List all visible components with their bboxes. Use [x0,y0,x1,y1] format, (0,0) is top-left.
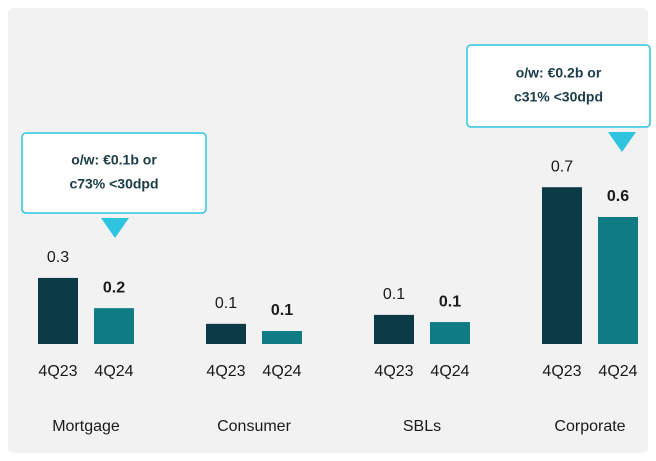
annotation: c31% <30dpd [514,89,603,105]
value-label: 0.3 [47,249,69,266]
bar [38,277,78,344]
value-label: 0.6 [607,188,629,205]
x-tick-label: 4Q24 [598,363,637,380]
x-tick-label: 4Q24 [262,363,301,380]
callout-box [21,132,207,214]
x-tick-label: 4Q23 [374,363,413,380]
bar [206,323,246,344]
bar [598,216,638,344]
annotation: o/w: €0.1b or [71,152,157,168]
value-label: 0.1 [439,293,461,310]
value-label: 0.7 [551,158,573,175]
value-label: 0.1 [383,286,405,303]
bar [374,314,414,344]
callout-box [466,44,651,128]
category-label: Corporate [554,418,625,435]
value-label: 0.2 [103,279,125,296]
value-label: 0.1 [215,295,237,312]
callout-arrow [608,132,636,152]
category-label: SBLs [403,418,441,435]
value-label: 0.1 [271,302,293,319]
annotation: c73% <30dpd [69,176,158,192]
x-tick-label: 4Q24 [430,363,469,380]
x-tick-label: 4Q23 [38,363,77,380]
bar [430,322,470,344]
x-tick-label: 4Q23 [206,363,245,380]
annotation: o/w: €0.2b or [516,65,602,81]
category-label: Mortgage [52,418,120,435]
callout-arrow [101,218,129,238]
bar [94,308,134,344]
x-tick-label: 4Q23 [542,363,581,380]
category-label: Consumer [217,418,291,435]
x-tick-label: 4Q24 [94,363,133,380]
bar [542,187,582,344]
bar [262,331,302,344]
